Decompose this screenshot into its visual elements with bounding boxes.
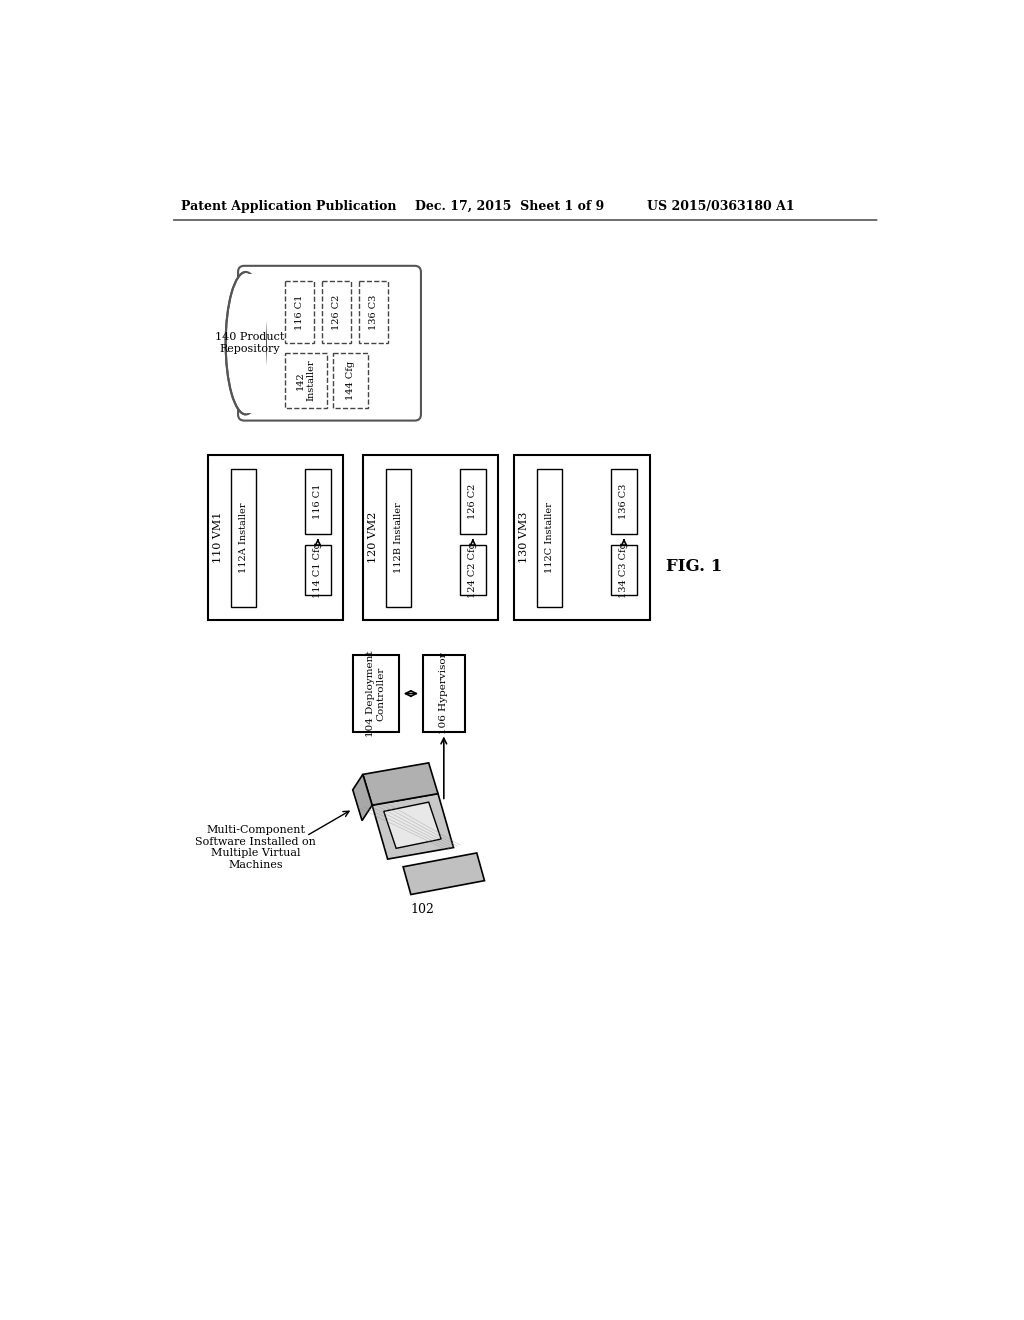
Bar [362,455,499,620]
Bar [460,545,486,595]
Text: 112B Installer: 112B Installer [394,502,403,573]
Ellipse shape [225,272,266,414]
Text: 120 VM2: 120 VM2 [368,512,378,564]
Text: 136 C3: 136 C3 [620,483,629,519]
Text: FIG. 1: FIG. 1 [666,558,722,576]
Text: US 2015/0363180 A1: US 2015/0363180 A1 [647,199,795,213]
Bar [611,545,637,595]
Bar [386,469,411,607]
Text: 130 VM3: 130 VM3 [519,512,529,564]
Text: Patent Application Publication: Patent Application Publication [180,199,396,213]
Bar [231,469,256,607]
Bar [285,281,314,343]
Bar [611,469,637,535]
Polygon shape [403,853,484,895]
Polygon shape [372,793,454,859]
Text: 126 C2: 126 C2 [468,483,477,519]
Polygon shape [384,803,441,849]
Text: 140 Product
Repository: 140 Product Repository [215,333,285,354]
Bar [538,469,562,607]
Bar [246,273,266,413]
Text: 110 VM1: 110 VM1 [213,512,223,564]
Polygon shape [352,775,372,821]
Bar [352,655,399,733]
Text: 102: 102 [411,903,434,916]
Bar [359,281,388,343]
Bar [208,455,343,620]
Text: 114 C1 Cfg: 114 C1 Cfg [313,543,323,598]
Bar [322,281,351,343]
Text: 106 Hypervisor: 106 Hypervisor [439,652,449,734]
Text: 112A Installer: 112A Installer [239,503,248,573]
Text: 134 C3 Cfg: 134 C3 Cfg [620,543,629,598]
Bar [285,352,328,408]
Text: 104 Deployment
Controller: 104 Deployment Controller [367,651,386,737]
Text: 116 C1: 116 C1 [313,483,323,519]
Text: 124 C2 Cfg: 124 C2 Cfg [468,543,477,598]
Bar [333,352,369,408]
Text: 142
Installer: 142 Installer [296,360,315,401]
Polygon shape [362,763,438,805]
Text: 144 Cfg: 144 Cfg [346,360,355,400]
Bar [423,655,465,733]
Bar [514,455,649,620]
FancyBboxPatch shape [238,265,421,421]
Text: 136 C3: 136 C3 [370,294,378,330]
Text: 116 C1: 116 C1 [295,294,304,330]
Bar [305,469,331,535]
Text: 112C Installer: 112C Installer [545,502,554,573]
Bar [460,469,486,535]
Text: Multi-Component
Software Installed on
Multiple Virtual
Machines: Multi-Component Software Installed on Mu… [196,825,316,870]
Bar [305,545,331,595]
Text: Dec. 17, 2015  Sheet 1 of 9: Dec. 17, 2015 Sheet 1 of 9 [415,199,604,213]
Text: 126 C2: 126 C2 [332,294,341,330]
